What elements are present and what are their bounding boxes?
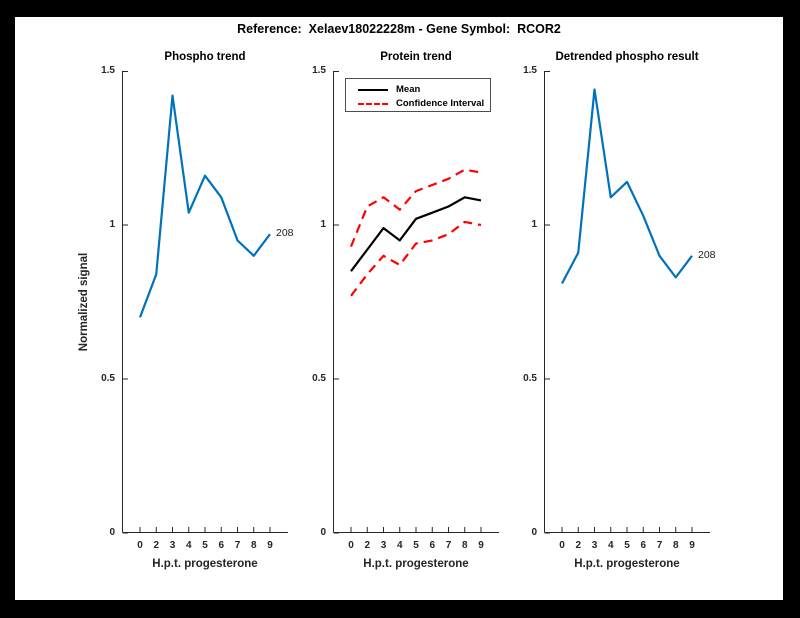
figure-paper: Reference: Xelaev18022228m - Gene Symbol… bbox=[15, 17, 783, 600]
x-axis-label: H.p.t. progesterone bbox=[363, 558, 469, 570]
x-tick-label: 0 bbox=[559, 540, 565, 551]
y-tick-label: 0.5 bbox=[101, 373, 115, 384]
x-tick-label: 6 bbox=[429, 540, 436, 551]
x-tick-label: 4 bbox=[396, 540, 403, 551]
x-tick-label: 0 bbox=[137, 540, 143, 551]
x-tick-label: 5 bbox=[202, 540, 208, 551]
legend-item-mean: Mean bbox=[358, 83, 490, 96]
x-tick-label: 2 bbox=[153, 540, 160, 551]
x-tick-label: 5 bbox=[413, 540, 419, 551]
y-tick-label: 1 bbox=[320, 219, 326, 230]
x-tick-label: 2 bbox=[364, 540, 371, 551]
subplot-detrended-phospho: Detrended phospho result H.p.t. progeste… bbox=[523, 51, 715, 570]
x-tick-label: 9 bbox=[267, 540, 273, 551]
x-tick-label: 4 bbox=[185, 540, 192, 551]
x-tick-label: 3 bbox=[380, 540, 387, 551]
y-tick-label: 0.5 bbox=[523, 373, 537, 384]
confidence-interval-line-sample bbox=[358, 102, 388, 105]
x-tick-label: 6 bbox=[218, 540, 225, 551]
y-tick-label: 0 bbox=[109, 527, 115, 538]
x-tick-label: 6 bbox=[640, 540, 647, 551]
plot-area bbox=[122, 71, 288, 534]
plot-area bbox=[544, 71, 710, 534]
subplot-phospho-trend: Phospho trend Normalized signal H.p.t. p… bbox=[78, 51, 294, 570]
legend-label: Confidence Interval bbox=[396, 98, 485, 109]
x-tick-label: 7 bbox=[234, 540, 241, 551]
plot-area bbox=[333, 71, 499, 534]
series-line bbox=[561, 88, 693, 285]
x-tick-label: 0 bbox=[348, 540, 354, 551]
x-tick-label: 8 bbox=[672, 540, 679, 551]
y-tick-label: 1.5 bbox=[312, 65, 326, 76]
y-tick-label: 0.5 bbox=[312, 373, 326, 384]
subplot-title: Protein trend bbox=[380, 51, 452, 63]
y-tick-label: 0 bbox=[531, 527, 537, 538]
legend-item-confidence-interval: Confidence Interval bbox=[358, 97, 490, 110]
x-tick-label: 7 bbox=[656, 540, 663, 551]
x-axis-label: H.p.t. progesterone bbox=[152, 558, 258, 570]
x-tick-label: 7 bbox=[445, 540, 452, 551]
legend-label: Mean bbox=[396, 84, 421, 95]
series-end-label: 208 bbox=[698, 248, 716, 261]
x-tick-label: 2 bbox=[575, 540, 582, 551]
x-axis-label: H.p.t. progesterone bbox=[574, 558, 680, 570]
y-tick-label: 1.5 bbox=[101, 65, 115, 76]
subplot-protein-trend: Protein trend H.p.t. progesterone Mean C… bbox=[312, 51, 499, 570]
series-line bbox=[349, 168, 482, 248]
series-line bbox=[350, 196, 482, 272]
x-tick-label: 3 bbox=[169, 540, 176, 551]
y-tick-label: 0 bbox=[320, 527, 326, 538]
y-tick-label: 1 bbox=[109, 219, 115, 230]
figure-title: Reference: Xelaev18022228m - Gene Symbol… bbox=[237, 22, 561, 36]
y-axis-label: Normalized signal bbox=[78, 252, 90, 352]
series-line bbox=[350, 220, 482, 297]
mean-line-sample bbox=[358, 88, 388, 91]
x-tick-label: 4 bbox=[607, 540, 614, 551]
x-tick-label: 8 bbox=[250, 540, 257, 551]
subplot-title: Phospho trend bbox=[164, 51, 246, 63]
series-line bbox=[138, 94, 271, 318]
legend: Mean Confidence Interval bbox=[345, 78, 491, 112]
y-tick-label: 1 bbox=[531, 219, 537, 230]
x-tick-label: 9 bbox=[689, 540, 695, 551]
x-tick-label: 5 bbox=[624, 540, 630, 551]
y-tick-label: 1.5 bbox=[523, 65, 537, 76]
x-tick-label: 8 bbox=[461, 540, 468, 551]
x-tick-label: 9 bbox=[478, 540, 484, 551]
x-tick-label: 3 bbox=[591, 540, 598, 551]
series-end-label: 208 bbox=[276, 227, 294, 240]
subplot-title: Detrended phospho result bbox=[555, 51, 699, 63]
